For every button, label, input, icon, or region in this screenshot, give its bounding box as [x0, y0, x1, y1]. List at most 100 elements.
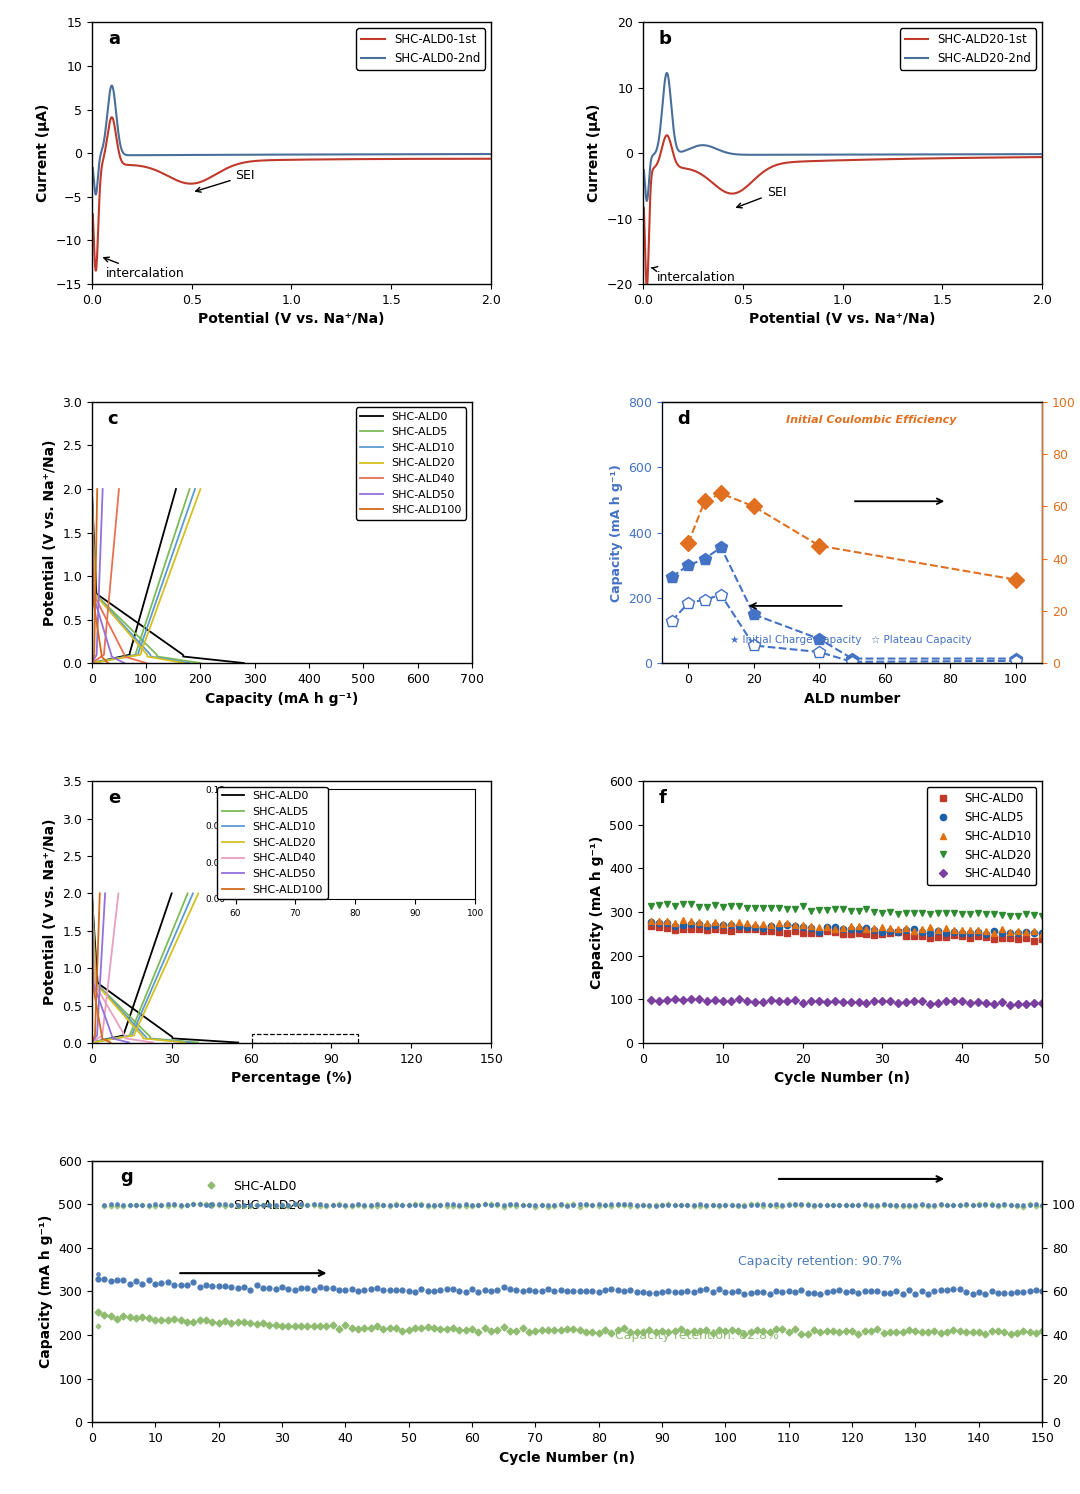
SHC-ALD0-2nd [281, 145, 294, 163]
SHC-ALD10 [732, 913, 745, 931]
SHC-ALD5 [1012, 925, 1025, 943]
SHC-ALD20 [676, 895, 689, 913]
SHC-ALD0 [669, 922, 681, 940]
SHC-ALD0 [908, 926, 921, 944]
SHC-ALD0 [836, 925, 849, 943]
Plateau Capacity [698, 590, 711, 608]
Line: SHC-ALD0-1st: SHC-ALD0-1st [93, 117, 491, 270]
SHC-ALD50 [107, 1029, 120, 1047]
SHC-ALD5 [151, 647, 164, 665]
SHC-ALD100 [96, 648, 109, 666]
SHC-ALD20 [685, 895, 698, 913]
SHC-ALD20 [652, 896, 665, 914]
SHC-ALD20 [725, 896, 738, 914]
SHC-ALD20 [85, 480, 98, 498]
SHC-ALD20 [940, 904, 953, 922]
SHC-ALD5 [85, 480, 98, 498]
SHC-ALD10 [772, 914, 785, 932]
SHC-ALD0 [660, 919, 673, 937]
Legend: SHC-ALD0, SHC-ALD5, SHC-ALD10, SHC-ALD20, SHC-ALD40, SHC-ALD50, SHC-ALD100: SHC-ALD0, SHC-ALD5, SHC-ALD10, SHC-ALD20… [217, 787, 327, 899]
SHC-ALD10 [963, 922, 976, 940]
SHC-ALD5 [732, 917, 745, 935]
SHC-ALD20-2nd [640, 193, 653, 211]
SHC-ALD10 [1012, 922, 1025, 940]
SHC-ALD0 [820, 922, 833, 940]
Line: SHC-ALD40: SHC-ALD40 [92, 489, 146, 663]
SHC-ALD5 [660, 914, 673, 932]
SHC-ALD40 [676, 991, 689, 1008]
SHC-ALD5 [876, 923, 889, 941]
SHC-ALD0 [1036, 1322, 1049, 1340]
SHC-ALD40 [660, 991, 673, 1008]
SHC-ALD20 [85, 884, 98, 902]
SHC-ALD0 [916, 928, 929, 946]
SHC-ALD0 [685, 920, 698, 938]
SHC-ALD40 [820, 992, 833, 1010]
SHC-ALD10 [876, 917, 889, 935]
SHC-ALD20 [156, 650, 168, 668]
SHC-ALD50 [85, 884, 98, 902]
SHC-ALD5 [883, 922, 896, 940]
SHC-ALD40 [883, 992, 896, 1010]
SHC-ALD20 [751, 1283, 764, 1301]
SHC-ALD0 [740, 920, 753, 938]
SHC-ALD40 [868, 992, 881, 1010]
Legend: SHC-ALD0-1st, SHC-ALD0-2nd: SHC-ALD0-1st, SHC-ALD0-2nd [356, 28, 485, 70]
SHC-ALD5 [1028, 923, 1041, 941]
Initial Coulombic Efficiency [681, 535, 694, 553]
SHC-ALD100 [85, 480, 98, 498]
SHC-ALD40 [836, 994, 849, 1011]
SHC-ALD20 [1003, 907, 1016, 925]
SHC-ALD0 [772, 923, 785, 941]
SHC-ALD0 [801, 1325, 814, 1343]
SHC-ALD20 [868, 902, 881, 920]
SHC-ALD10 [740, 914, 753, 932]
SHC-ALD40 [120, 648, 133, 666]
SHC-ALD0-1st [105, 108, 118, 125]
SHC-ALD10 [860, 920, 873, 938]
SHC-ALD20 [92, 1270, 105, 1288]
Plateau Capacity [665, 613, 678, 630]
SHC-ALD0-2nd [473, 145, 486, 163]
SHC-ALD20 [923, 904, 936, 922]
Line: SHC-ALD20-2nd: SHC-ALD20-2nd [644, 73, 1042, 202]
SHC-ALD40 [85, 480, 98, 498]
SHC-ALD20-2nd [658, 76, 671, 94]
SHC-ALD20-2nd [1036, 145, 1049, 163]
SHC-ALD5 [845, 920, 858, 938]
SHC-ALD0 [700, 920, 713, 938]
Line: SHC-ALD20: SHC-ALD20 [92, 489, 184, 663]
SHC-ALD10 [923, 919, 936, 937]
SHC-ALD50 [106, 648, 119, 666]
SHC-ALD5 [700, 917, 713, 935]
SHC-ALD20 [921, 1285, 934, 1303]
Line: SHC-ALD40: SHC-ALD40 [92, 893, 153, 1043]
SHC-ALD20 [820, 901, 833, 919]
SHC-ALD50 [110, 650, 123, 668]
SHC-ALD10 [788, 916, 801, 934]
SHC-ALD40 [121, 1029, 134, 1047]
SHC-ALD20 [98, 1270, 111, 1288]
SHC-ALD5 [645, 913, 658, 931]
SHC-ALD0 [177, 647, 190, 665]
SHC-ALD10 [828, 920, 841, 938]
X-axis label: Potential (V vs. Na⁺/Na): Potential (V vs. Na⁺/Na) [199, 312, 384, 326]
Line: SHC-ALD40: SHC-ALD40 [648, 995, 1045, 1008]
Plateau Capacity [1010, 651, 1023, 669]
SHC-ALD10 [110, 996, 123, 1014]
SHC-ALD20 [916, 904, 929, 922]
SHC-ALD5 [756, 919, 769, 937]
Text: ★ Initial Charge Capacity: ★ Initial Charge Capacity [730, 635, 862, 644]
SHC-ALD40 [1012, 995, 1025, 1013]
SHC-ALD20 [140, 1029, 153, 1047]
SHC-ALD40 [645, 991, 658, 1008]
Line: SHC-ALD5: SHC-ALD5 [92, 893, 199, 1043]
SHC-ALD40 [725, 992, 738, 1010]
SHC-ALD50 [123, 1034, 136, 1052]
SHC-ALD20-1st [658, 130, 671, 148]
Text: d: d [677, 409, 690, 427]
SHC-ALD5 [772, 917, 785, 935]
SHC-ALD10 [820, 917, 833, 935]
SHC-ALD5 [1036, 923, 1049, 941]
SHC-ALD5 [165, 1031, 178, 1049]
